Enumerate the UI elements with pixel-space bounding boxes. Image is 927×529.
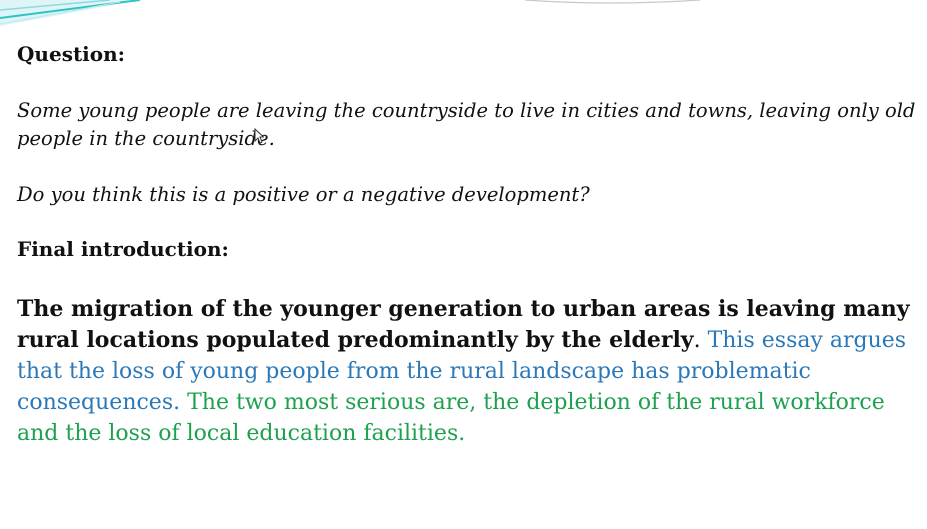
slide-corner-decoration [0, 0, 701, 26]
background-period: . [693, 328, 708, 353]
outline-statement: The two most serious are, the depletion … [17, 390, 885, 446]
mouse-pointer-icon [254, 128, 264, 144]
question-ask: Do you think this is a positive or a neg… [17, 183, 590, 206]
introduction-paragraph: The migration of the younger generation … [17, 294, 912, 449]
question-prompt: Some young people are leaving the countr… [17, 99, 916, 150]
background-statement: The migration of the younger generation … [17, 296, 910, 353]
question-heading: Question: [17, 42, 126, 66]
introduction-heading: Final introduction: [17, 237, 229, 261]
thesis-statement: This essay argues that the loss of young… [17, 328, 907, 415]
